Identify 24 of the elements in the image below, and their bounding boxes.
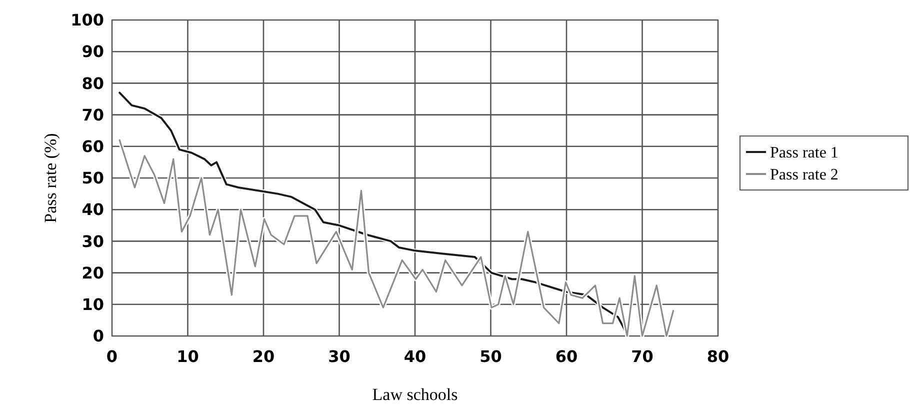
- y-tick-label: 100: [70, 10, 104, 30]
- y-tick-label: 40: [82, 200, 104, 220]
- y-tick-label: 0: [92, 326, 104, 346]
- x-tick-label: 0: [106, 347, 118, 366]
- x-tick-label: 20: [252, 347, 275, 366]
- x-tick-label: 80: [706, 347, 730, 366]
- legend-label: Pass rate 2: [770, 166, 838, 184]
- y-tick-label: 50: [82, 168, 104, 188]
- y-tick-label: 60: [82, 137, 104, 156]
- y-axis-title: Pass rate (%): [41, 133, 60, 223]
- y-tick-label: 20: [82, 263, 104, 282]
- legend-label: Pass rate 1: [770, 144, 838, 162]
- y-tick-label: 30: [82, 232, 104, 251]
- y-tick-label: 10: [82, 295, 104, 314]
- x-tick-label: 60: [555, 347, 578, 366]
- x-tick-label: 10: [176, 347, 199, 366]
- y-tick-label: 80: [82, 74, 104, 93]
- y-tick-label: 90: [82, 42, 104, 62]
- x-tick-label: 40: [404, 347, 426, 366]
- x-tick-label: 50: [480, 347, 502, 366]
- x-tick-label: 30: [328, 347, 350, 366]
- x-tick-label: 70: [631, 347, 654, 366]
- x-axis-title: Law schools: [372, 385, 458, 404]
- y-tick-label: 70: [82, 105, 104, 124]
